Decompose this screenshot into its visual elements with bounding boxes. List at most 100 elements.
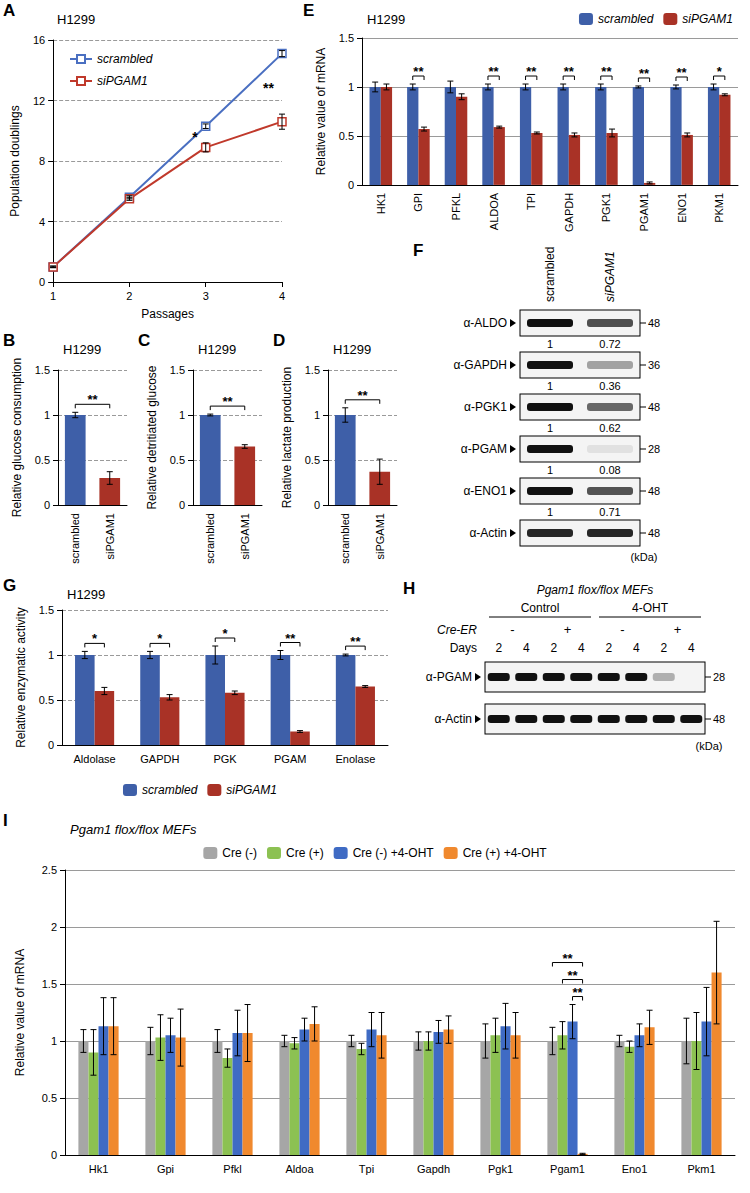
svg-text:α-ENO1: α-ENO1: [463, 484, 507, 498]
svg-text:*: *: [717, 64, 723, 79]
svg-text:**: **: [639, 66, 650, 81]
svg-text:1: 1: [547, 464, 553, 476]
svg-text:scrambled: scrambled: [543, 247, 557, 302]
svg-text:36: 36: [648, 359, 660, 371]
svg-text:α-GAPDH: α-GAPDH: [453, 358, 507, 372]
svg-text:0: 0: [44, 499, 50, 511]
svg-text:2: 2: [550, 641, 557, 655]
svg-text:siPGAM1: siPGAM1: [226, 783, 277, 797]
svg-text:**: **: [564, 64, 575, 79]
svg-text:-: -: [510, 622, 514, 637]
svg-text:48: 48: [648, 401, 660, 413]
svg-text:4: 4: [578, 641, 585, 655]
svg-text:*: *: [222, 626, 228, 641]
svg-text:H1299: H1299: [67, 587, 105, 602]
svg-text:0.62: 0.62: [599, 422, 620, 434]
svg-text:PFKL: PFKL: [450, 193, 462, 221]
svg-text:ALDOA: ALDOA: [488, 192, 500, 230]
svg-text:Cre (+): Cre (+): [286, 846, 324, 860]
svg-text:1: 1: [547, 506, 553, 518]
svg-text:*: *: [192, 129, 198, 145]
svg-text:4: 4: [39, 216, 45, 228]
svg-text:Relative lactate production: Relative lactate production: [280, 367, 294, 508]
svg-text:1: 1: [547, 380, 553, 392]
svg-text:Relative glucose consumption: Relative glucose consumption: [10, 358, 24, 517]
svg-text:1: 1: [50, 290, 56, 302]
svg-text:scrambled: scrambled: [204, 513, 216, 564]
svg-text:Pkm1: Pkm1: [687, 1163, 715, 1175]
svg-text:α-PGAM: α-PGAM: [426, 670, 472, 684]
svg-text:**: **: [677, 65, 688, 80]
svg-text:Pgk1: Pgk1: [488, 1163, 513, 1175]
svg-text:1: 1: [44, 409, 50, 421]
svg-text:1.5: 1.5: [42, 978, 57, 990]
svg-text:Cre (-) +4-OHT: Cre (-) +4-OHT: [353, 846, 435, 860]
svg-text:α-PGAM: α-PGAM: [461, 442, 507, 456]
svg-text:4: 4: [279, 290, 285, 302]
svg-text:0.5: 0.5: [39, 694, 54, 706]
svg-text:siPGAM1: siPGAM1: [603, 251, 617, 302]
svg-text:**: **: [285, 631, 296, 646]
svg-text:scrambled: scrambled: [598, 12, 654, 26]
svg-text:0: 0: [179, 499, 185, 511]
svg-text:Pgam1 flox/flox MEFs: Pgam1 flox/flox MEFs: [537, 583, 654, 597]
svg-text:α-ALDO: α-ALDO: [463, 316, 507, 330]
svg-text:0: 0: [348, 179, 354, 191]
svg-text:4: 4: [633, 641, 640, 655]
svg-text:**: **: [263, 80, 274, 96]
svg-text:2: 2: [495, 641, 502, 655]
svg-text:**: **: [350, 634, 361, 649]
svg-text:0.5: 0.5: [42, 1092, 57, 1104]
svg-text:0.08: 0.08: [599, 464, 620, 476]
svg-text:Relative value of mRNA: Relative value of mRNA: [314, 48, 328, 175]
svg-text:0.5: 0.5: [170, 454, 185, 466]
svg-text:16: 16: [33, 34, 45, 46]
svg-text:PGAM: PGAM: [274, 753, 306, 765]
svg-text:4-OHT: 4-OHT: [632, 601, 669, 615]
svg-text:H1299: H1299: [198, 342, 236, 357]
svg-text:1: 1: [179, 409, 185, 421]
svg-text:Control: Control: [521, 601, 560, 615]
svg-text:Hk1: Hk1: [89, 1163, 109, 1175]
svg-text:**: **: [222, 394, 233, 409]
svg-text:ENO1: ENO1: [676, 193, 688, 223]
svg-text:1.5: 1.5: [35, 364, 50, 376]
svg-text:PGAM1: PGAM1: [638, 193, 650, 232]
svg-text:28: 28: [713, 671, 725, 683]
svg-text:Days: Days: [450, 641, 477, 655]
svg-text:2: 2: [51, 921, 57, 933]
svg-text:1.5: 1.5: [39, 604, 54, 616]
svg-text:0.5: 0.5: [35, 454, 50, 466]
svg-text:0: 0: [51, 1149, 57, 1161]
svg-text:**: **: [567, 968, 578, 983]
svg-text:0.5: 0.5: [339, 130, 354, 142]
svg-text:PKM1: PKM1: [713, 193, 725, 223]
svg-text:(kDa): (kDa): [696, 740, 723, 752]
svg-text:H1299: H1299: [333, 342, 371, 357]
svg-text:Pgam1: Pgam1: [550, 1163, 585, 1175]
svg-text:Pgam1 flox/flox MEFs: Pgam1 flox/flox MEFs: [70, 822, 197, 837]
svg-text:+: +: [564, 622, 572, 637]
svg-text:H1299: H1299: [63, 342, 101, 357]
svg-text:1: 1: [547, 422, 553, 434]
svg-text:Cre-ER: Cre-ER: [437, 623, 477, 637]
svg-text:PGK: PGK: [213, 753, 237, 765]
svg-text:siPGAM1: siPGAM1: [97, 74, 148, 88]
svg-text:0: 0: [39, 276, 45, 288]
svg-text:GPI: GPI: [412, 193, 424, 212]
svg-text:0.36: 0.36: [599, 380, 620, 392]
svg-text:48: 48: [713, 713, 725, 725]
svg-text:1: 1: [48, 649, 54, 661]
svg-text:48: 48: [648, 485, 660, 497]
svg-text:Relative detritiated glucose: Relative detritiated glucose: [145, 365, 159, 509]
svg-text:-: -: [620, 622, 624, 637]
svg-text:**: **: [562, 951, 573, 966]
svg-text:GAPDH: GAPDH: [563, 193, 575, 232]
svg-text:HK1: HK1: [375, 193, 387, 214]
svg-text:(kDa): (kDa): [631, 551, 658, 563]
svg-text:**: **: [601, 64, 612, 79]
svg-text:1: 1: [314, 409, 320, 421]
svg-text:2: 2: [126, 290, 132, 302]
svg-text:Tpi: Tpi: [359, 1163, 374, 1175]
svg-text:4: 4: [688, 641, 695, 655]
